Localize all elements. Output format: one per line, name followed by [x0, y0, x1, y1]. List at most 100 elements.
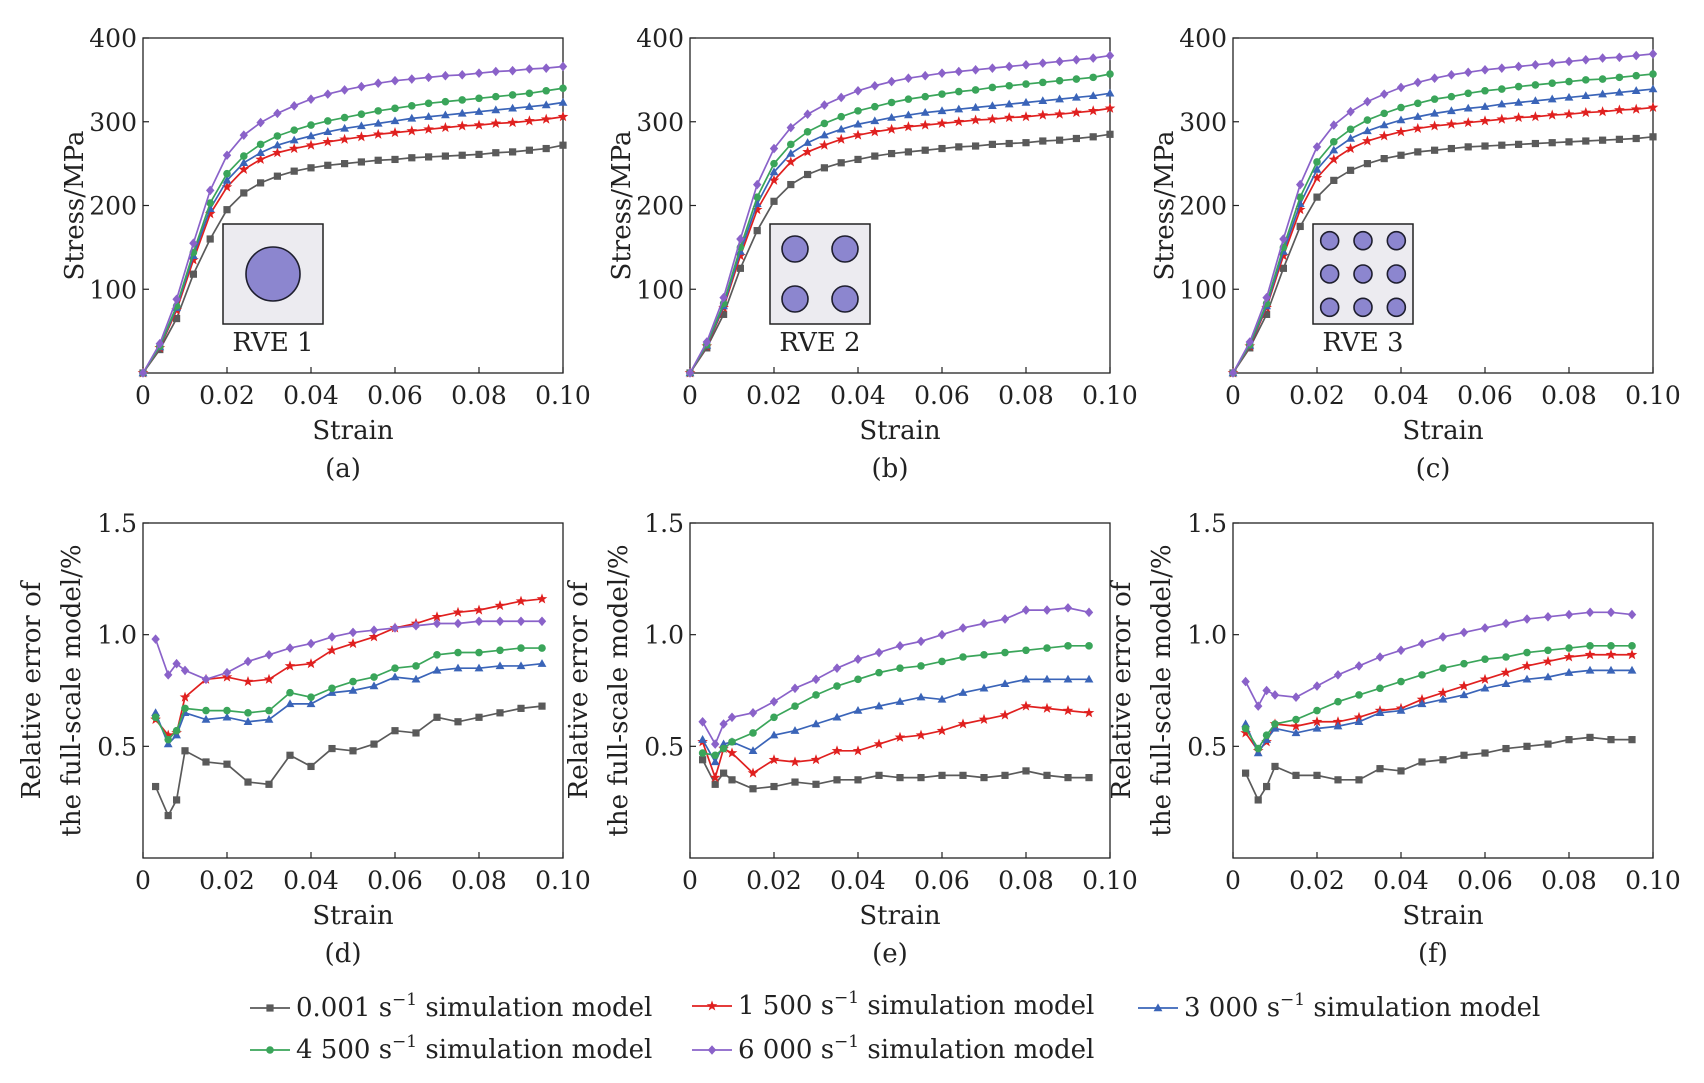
- y-tick-label: 300: [89, 108, 137, 137]
- data-point: [223, 169, 231, 178]
- data-point: [1582, 76, 1590, 84]
- data-point: [327, 632, 337, 642]
- legend-label: 1 500 s−1 simulation model: [738, 988, 1094, 1021]
- data-point: [1480, 102, 1490, 110]
- data-point: [1581, 91, 1591, 99]
- data-point: [1397, 677, 1405, 686]
- data-point: [1055, 94, 1064, 103]
- data-point: [1439, 664, 1447, 672]
- data-point: [719, 744, 728, 753]
- data-point: [1564, 609, 1574, 620]
- data-point: [1514, 61, 1523, 72]
- series-line: [154, 662, 543, 746]
- x-tick-label: 0.04: [1373, 381, 1429, 410]
- data-point: [1263, 310, 1271, 318]
- data-point: [516, 616, 526, 627]
- series-1500: [1227, 101, 1659, 378]
- data-point: [181, 747, 189, 755]
- data-point: [206, 185, 215, 196]
- data-point: [1380, 109, 1388, 118]
- data-point: [255, 153, 266, 164]
- data-point: [441, 97, 450, 106]
- data-point: [273, 108, 282, 119]
- data-point: [1089, 133, 1097, 141]
- data-point: [979, 618, 989, 629]
- data-point: [389, 127, 401, 138]
- data-point: [1254, 796, 1262, 804]
- data-point: [542, 63, 551, 73]
- x-tick-label: 0.04: [283, 381, 339, 410]
- data-point: [915, 729, 927, 740]
- data-point: [285, 699, 295, 708]
- data-point: [753, 179, 762, 190]
- x-tick-label: 0: [1225, 866, 1241, 895]
- data-point: [1312, 164, 1322, 173]
- data-point: [407, 113, 417, 122]
- data-point: [307, 693, 315, 701]
- data-point: [1514, 82, 1523, 91]
- data-point: [240, 189, 248, 197]
- data-point: [903, 121, 914, 132]
- data-point: [326, 644, 338, 655]
- data-point: [290, 167, 298, 175]
- series-3000: [698, 674, 1094, 766]
- data-point: [391, 727, 399, 735]
- data-point: [1397, 151, 1405, 159]
- data-point: [853, 706, 863, 714]
- x-tick-label: 0.02: [1289, 381, 1345, 410]
- data-point: [1447, 70, 1456, 80]
- data-point: [284, 660, 296, 671]
- series-line: [1232, 106, 1654, 374]
- data-point: [1597, 106, 1608, 117]
- data-point: [833, 682, 841, 690]
- data-point: [1547, 94, 1557, 103]
- data-point: [1021, 605, 1031, 615]
- series-3000: [138, 97, 568, 377]
- data-point: [685, 368, 695, 378]
- x-axis-label: Strain: [859, 901, 941, 931]
- data-point: [904, 110, 913, 119]
- data-point: [1020, 700, 1032, 711]
- data-point: [1417, 699, 1427, 708]
- series-0_001: [1229, 133, 1657, 377]
- y-axis-label: Stress/MPa: [60, 131, 90, 281]
- data-point: [1004, 99, 1014, 108]
- data-point: [1430, 73, 1439, 83]
- data-point: [412, 729, 420, 737]
- y-axis-label-line-1: Relative error of: [564, 579, 594, 799]
- data-point: [971, 102, 980, 111]
- series-4500: [698, 642, 1093, 760]
- data-point: [980, 774, 988, 782]
- rve-box: [769, 223, 871, 325]
- data-point: [1362, 135, 1373, 146]
- data-point: [953, 116, 965, 127]
- data-point: [1396, 645, 1406, 656]
- legend-label: 6 000 s−1 simulation model: [738, 1032, 1094, 1065]
- data-point: [1463, 103, 1473, 112]
- data-point: [264, 714, 274, 723]
- data-point: [288, 142, 300, 154]
- data-point: [710, 757, 720, 766]
- data-point: [1328, 153, 1340, 164]
- series-line: [142, 87, 564, 374]
- data-point: [833, 776, 841, 784]
- data-point: [1458, 680, 1470, 691]
- data-point: [736, 264, 744, 272]
- data-point: [720, 310, 728, 318]
- data-point: [1378, 130, 1390, 141]
- data-point: [1649, 70, 1657, 78]
- legend-marker: [266, 1004, 274, 1012]
- rve-inclusion: [831, 235, 859, 263]
- data-point: [201, 674, 211, 685]
- data-point: [1497, 63, 1506, 73]
- data-point: [896, 774, 904, 782]
- data-point: [1087, 105, 1099, 116]
- x-axis-label: Strain: [1402, 416, 1484, 446]
- data-point: [1375, 652, 1385, 662]
- data-point: [1598, 89, 1607, 98]
- data-point: [1042, 605, 1052, 615]
- data-point: [1000, 614, 1010, 624]
- data-point: [1296, 222, 1304, 231]
- data-point: [1413, 112, 1423, 120]
- data-point: [1626, 649, 1638, 660]
